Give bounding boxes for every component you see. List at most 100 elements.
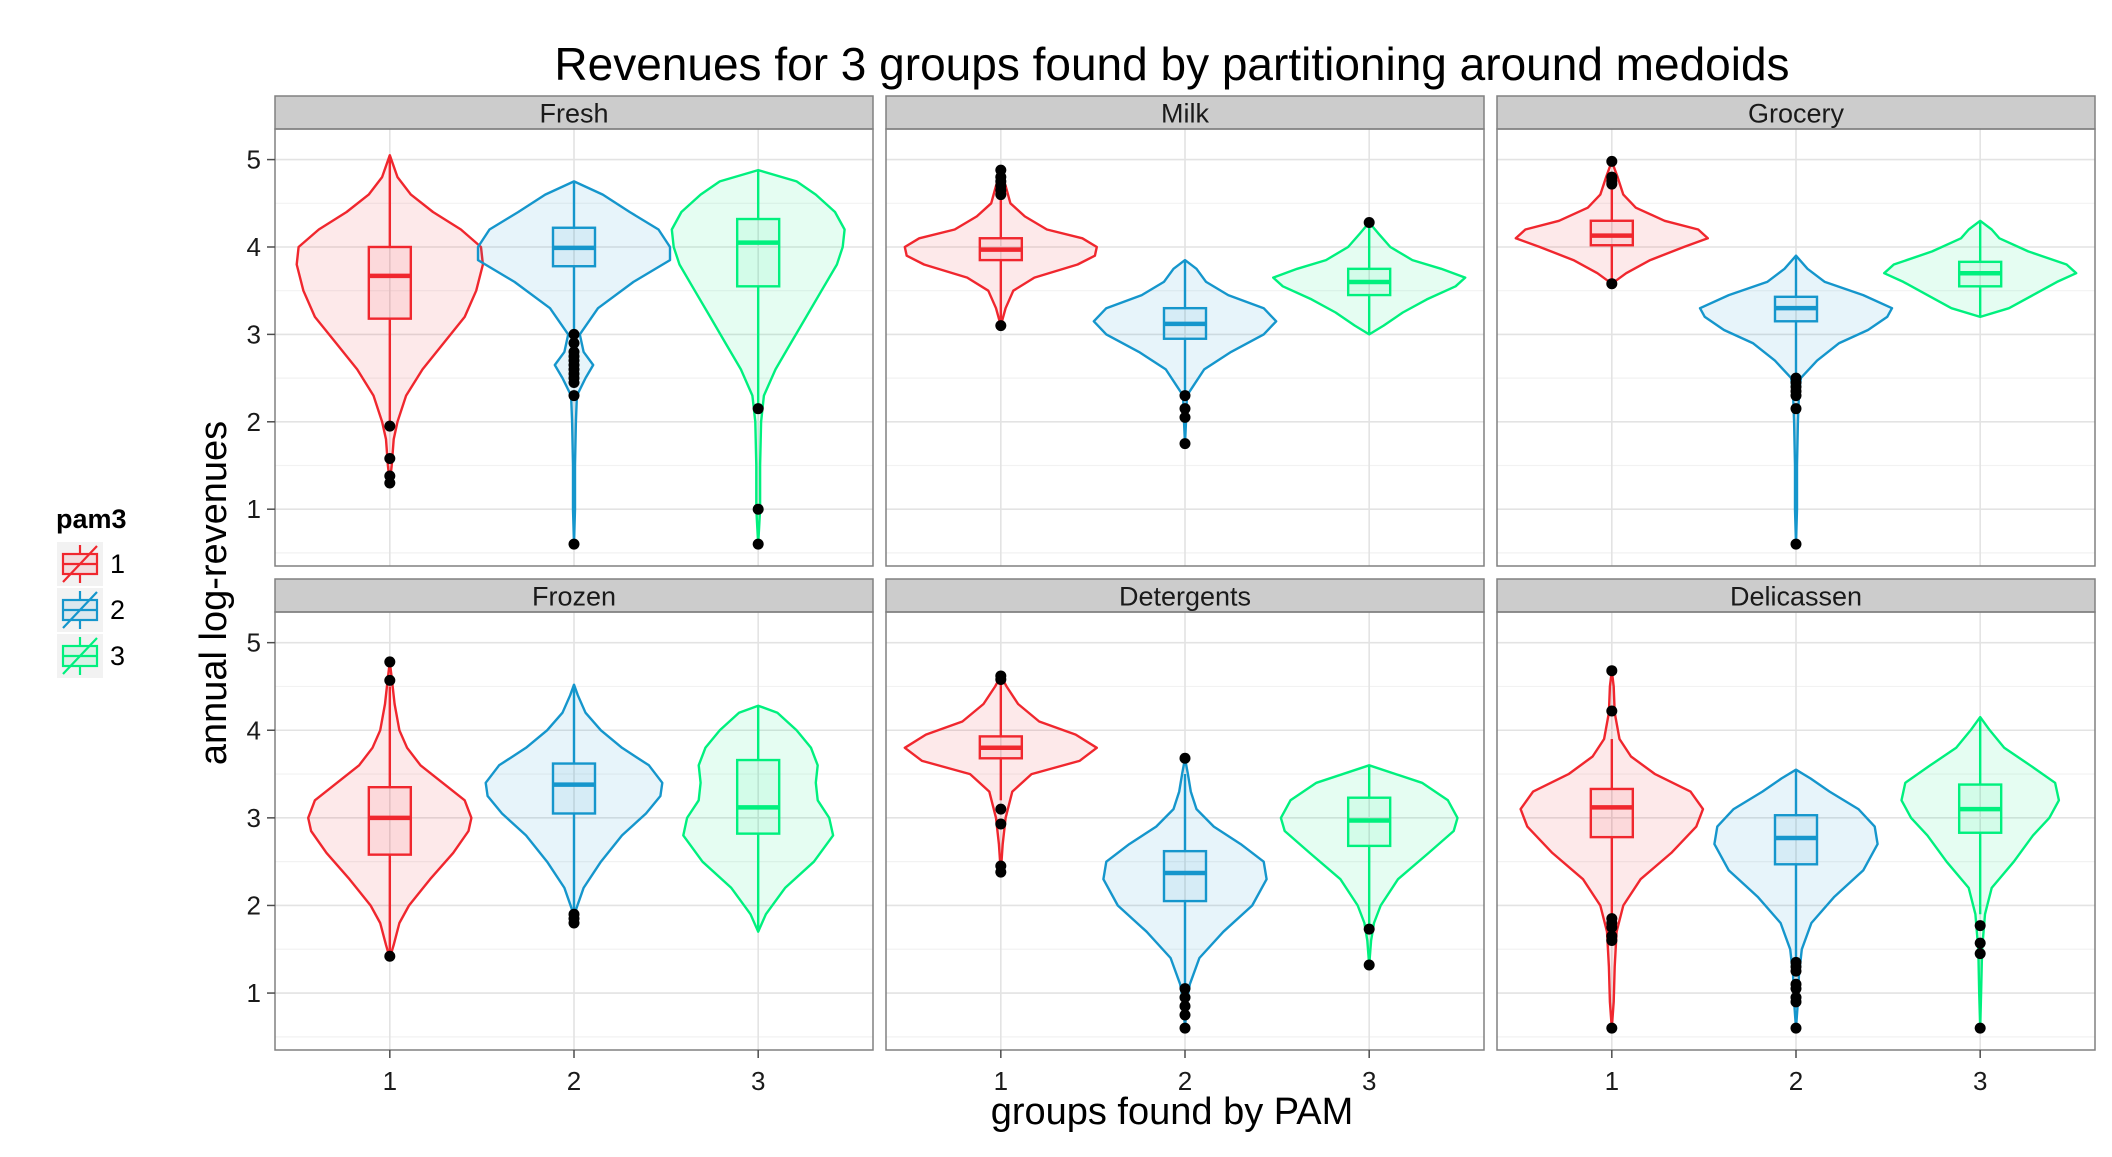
outlier-point [384, 950, 396, 962]
legend-label: 1 [110, 549, 125, 579]
box [1589, 219, 1635, 247]
group-1 [307, 656, 473, 962]
x-tick-label: 1 [994, 1066, 1008, 1096]
outlier-point [995, 866, 1007, 878]
box [735, 758, 781, 835]
legend-item-2: 2 [57, 588, 125, 632]
y-axis-label: annual log-revenues [193, 421, 235, 765]
outlier-point [568, 538, 580, 550]
outlier-point [1179, 390, 1191, 402]
legend-item-3: 3 [57, 634, 125, 678]
violin [682, 704, 835, 933]
group-1 [903, 164, 1098, 332]
x-tick-label: 3 [751, 1066, 765, 1096]
outlier-point [752, 403, 764, 415]
outlier-point [568, 337, 580, 349]
y-tick-label: 3 [247, 803, 261, 833]
strip-label: Delicassen [1730, 582, 1862, 612]
outlier-point [1790, 983, 1802, 995]
outlier-point [1790, 996, 1802, 1008]
facet-panel-delicassen: Delicassen 1 2 3 [1496, 578, 2096, 1096]
group-2 [484, 683, 664, 929]
outlier-point [1363, 959, 1375, 971]
group-1 [1514, 155, 1709, 290]
facet-panel-grocery: Grocery [1496, 95, 2096, 567]
facet-strip: Fresh [274, 95, 874, 130]
outlier-point [1790, 538, 1802, 550]
outlier-point [1606, 935, 1618, 946]
facet-panel-milk: Milk [885, 95, 1485, 567]
strip-label: Detergents [1119, 582, 1251, 612]
x-tick-label: 3 [1973, 1066, 1987, 1096]
outlier-point [1179, 1022, 1191, 1034]
outlier-point [1974, 920, 1986, 932]
group-3 [670, 168, 846, 550]
legend-violin-glyph [62, 591, 98, 629]
legend-key [57, 634, 103, 678]
strip-background [1496, 578, 2096, 613]
outlier-point [1974, 1022, 1986, 1034]
strip-label: Milk [1161, 99, 1209, 129]
facet-strip: Detergents [885, 578, 1485, 613]
legend-label: 3 [110, 641, 125, 671]
outlier-point [1606, 155, 1618, 167]
facet-panel-detergents: Detergents 1 2 3 [885, 578, 1485, 1096]
outlier-point [1790, 390, 1802, 402]
outlier-point [995, 803, 1007, 815]
outlier-point [384, 452, 396, 464]
outlier-point [1179, 438, 1191, 450]
outlier-point [995, 670, 1007, 682]
outlier-point [1790, 965, 1802, 977]
x-tick-label: 3 [1362, 1066, 1376, 1096]
group-1 [1519, 665, 1705, 1034]
outlier-point [1974, 948, 1986, 960]
strip-label: Grocery [1748, 99, 1845, 129]
outlier-point [568, 390, 580, 402]
x-axis-label: groups found by PAM [991, 1091, 1354, 1133]
outlier-point [568, 917, 580, 929]
legend: pam3 1 2 3 [56, 504, 127, 678]
group-2 [1698, 254, 1894, 550]
outlier-point [1179, 991, 1191, 1003]
outlier-point [752, 503, 764, 515]
y-tick-label: 4 [247, 232, 261, 262]
y-tick-label: 1 [247, 978, 261, 1008]
outlier-point [1179, 411, 1191, 423]
outlier-point [1606, 171, 1618, 183]
outlier-point [1179, 1000, 1191, 1012]
group-1 [903, 670, 1098, 878]
group-3 [682, 704, 835, 933]
strip-background [274, 578, 874, 613]
y-tick-label: 4 [247, 715, 261, 745]
y-tick-label: 5 [247, 628, 261, 658]
y-tick-label: 2 [247, 407, 261, 437]
outlier-point [752, 538, 764, 550]
group-2 [1713, 768, 1879, 1034]
panel-border [1496, 128, 2096, 567]
group-2 [1102, 752, 1268, 1034]
legend-item-1: 1 [57, 542, 125, 586]
outlier-point [1363, 217, 1375, 229]
outlier-point [384, 477, 396, 489]
box [1162, 849, 1208, 903]
group-2 [1092, 258, 1278, 450]
legend-title: pam3 [56, 504, 127, 534]
outlier-point [384, 674, 396, 686]
x-tick-label: 2 [1789, 1066, 1803, 1096]
strip-label: Frozen [532, 582, 616, 612]
chart-title: Revenues for 3 groups found by partition… [554, 38, 1789, 90]
legend-violin-glyph [62, 637, 98, 675]
box [1589, 787, 1635, 839]
strip-background [885, 95, 1485, 130]
outlier-point [995, 320, 1007, 332]
facet-strip: Milk [885, 95, 1485, 130]
outlier-point [384, 420, 396, 432]
box [735, 217, 781, 288]
y-tick-label: 5 [247, 145, 261, 175]
box [367, 786, 413, 856]
outlier-point [1790, 403, 1802, 415]
strip-background [1496, 95, 2096, 130]
outlier-point [995, 164, 1007, 176]
